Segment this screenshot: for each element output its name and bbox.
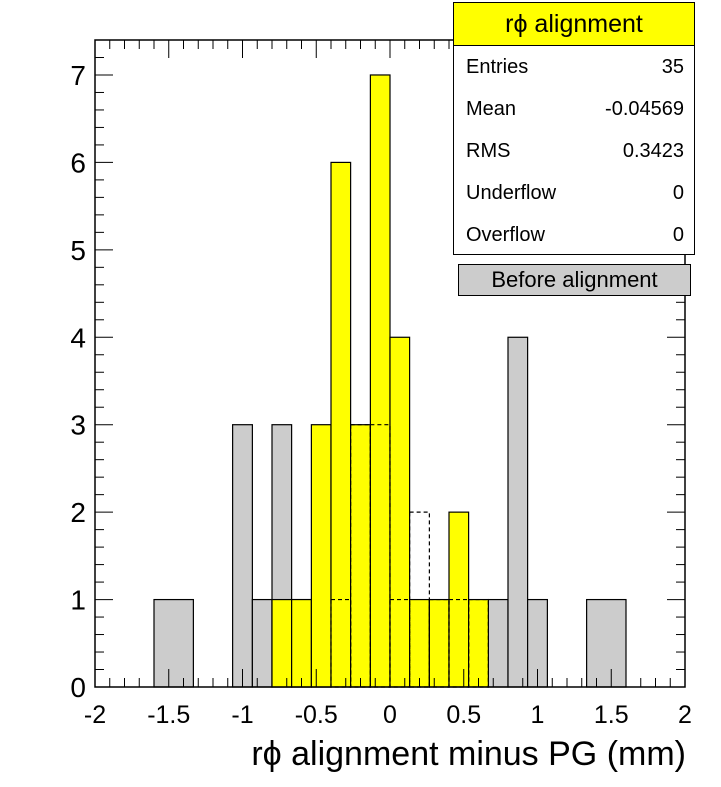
after-alignment-bar [310, 424, 332, 688]
stats-row-overflow: Overflow 0 [454, 214, 694, 256]
after-alignment-bar [468, 598, 489, 688]
before-alignment-bar [232, 424, 253, 688]
y-tick-label: 7 [70, 60, 86, 91]
axis-tick-labels: -2 -1.5 -1 -0.5 0 0.5 1 1.5 2 0 1 2 3 4 5 6 7 [70, 60, 692, 729]
x-axis-label: rϕ alignment minus PG (mm) [251, 735, 686, 773]
after-alignment-bar [291, 598, 312, 688]
stats-value: 0.3423 [622, 139, 684, 162]
x-tick-label: 0 [383, 701, 397, 729]
stats-row-mean: Mean -0.04569 [454, 88, 694, 130]
stats-row-entries: Entries 35 [454, 46, 694, 88]
before-alignment-bar [487, 598, 509, 688]
y-tick-label: 4 [70, 322, 86, 353]
y-tick-label: 6 [70, 147, 86, 178]
after-alignment-bar [330, 161, 352, 688]
x-tick-label: 1.5 [594, 701, 629, 729]
dashed-outline-bar [369, 424, 391, 688]
stats-label: Underflow [466, 181, 557, 204]
y-tick-label: 0 [70, 672, 86, 703]
y-tick-label: 1 [70, 585, 86, 616]
stats-row-underflow: Underflow 0 [454, 172, 694, 214]
x-tick-label: 2 [678, 701, 692, 729]
dashed-outline-bar [350, 424, 371, 688]
stats-row-rms: RMS 0.3423 [454, 130, 694, 172]
y-tick-label: 5 [70, 235, 86, 266]
before-alignment-bar [507, 336, 529, 688]
legend-before-alignment: Before alignment [458, 264, 691, 296]
y-tick-label: 3 [70, 410, 86, 441]
after-alignment-bar [271, 598, 293, 688]
after-alignment-bar [389, 336, 411, 688]
before-alignment-bar [153, 598, 194, 688]
stats-value: 0 [672, 181, 684, 204]
stats-label: Mean [466, 97, 517, 120]
dashed-outline-bar [389, 598, 411, 688]
stats-value: 0 [672, 223, 684, 246]
stats-label: RMS [466, 139, 511, 162]
after-alignment-bar [350, 424, 371, 688]
dashed-outline-bar [468, 598, 489, 688]
after-alignment-bar [428, 598, 450, 688]
stats-box: rϕ alignment Entries 35 Mean -0.04569 RM… [453, 2, 695, 255]
x-tick-label: 1 [531, 701, 545, 729]
y-tick-label: 2 [70, 497, 86, 528]
stats-box-title: rϕ alignment [454, 3, 694, 46]
stats-label: Entries [466, 55, 529, 78]
x-tick-label: -2 [84, 701, 106, 729]
x-tick-label: -1.5 [147, 701, 190, 729]
stats-value: -0.04569 [605, 97, 684, 120]
stats-label: Overflow [466, 223, 545, 246]
before-alignment-bar [251, 598, 273, 688]
x-tick-label: -1 [231, 701, 253, 729]
after-alignment-bar [369, 74, 391, 688]
x-tick-label: 0.5 [446, 701, 481, 729]
before-alignment-bar [586, 598, 627, 688]
stats-value: 35 [661, 55, 684, 78]
x-tick-label: -0.5 [295, 701, 338, 729]
after-alignment-bar [409, 598, 430, 688]
